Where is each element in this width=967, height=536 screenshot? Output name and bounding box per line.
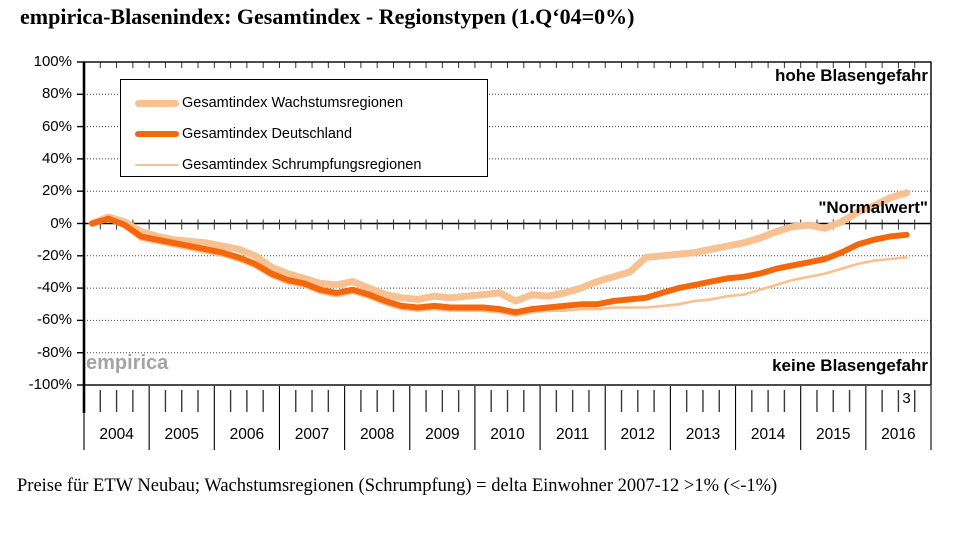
footnote: Preise für ETW Neubau; Wachstumsregionen… xyxy=(17,476,778,496)
y-axis-tick-label: 100% xyxy=(33,53,72,70)
x-axis-year-label: 2009 xyxy=(425,426,460,443)
legend-label: Gesamtindex Wachstumsregionen xyxy=(182,95,404,111)
legend-item-schrumpfungsregionen: Gesamtindex Schrumpfungsregionen xyxy=(135,155,421,175)
legend-line-swatch-deutschland xyxy=(135,131,179,137)
annotation-high-bubble-risk: hohe Blasengefahr xyxy=(774,66,928,85)
y-axis-tick-label: -20% xyxy=(36,246,72,264)
x-axis-year-label: 2010 xyxy=(490,426,525,443)
y-axis-tick-label: 80% xyxy=(41,85,72,103)
last-quarter-label: 3 xyxy=(902,390,911,407)
annotation-normal-value: "Normalwert" xyxy=(818,198,928,217)
y-axis-tick-label: -60% xyxy=(36,311,72,329)
y-axis-tick-label: 40% xyxy=(41,149,72,167)
legend-item-deutschland: Gesamtindex Deutschland xyxy=(135,124,352,144)
legend-line-swatch-wachstumsregionen xyxy=(135,99,179,107)
legend-label: Gesamtindex Deutschland xyxy=(182,126,353,142)
chart-title: empirica-Blasenindex: Gesamtindex - Regi… xyxy=(20,4,635,29)
legend-label: Gesamtindex Schrumpfungsregionen xyxy=(182,157,422,173)
legend-item-wachstumsregionen: Gesamtindex Wachstumsregionen xyxy=(135,93,403,113)
legend: Gesamtindex Wachstumsregionen Gesamtinde… xyxy=(120,79,488,177)
y-axis-tick-label: 20% xyxy=(41,182,72,200)
x-axis-year-label: 2006 xyxy=(229,426,265,443)
x-axis-year-label: 2011 xyxy=(555,426,590,443)
x-axis-year-label: 2015 xyxy=(816,426,851,443)
y-axis-tick-label: 60% xyxy=(41,117,72,135)
y-axis-tick-label: 0% xyxy=(50,214,72,232)
legend-line-swatch-schrumpfungsregionen xyxy=(135,163,179,167)
annotation-no-bubble-risk: keine Blasengefahr xyxy=(772,356,928,375)
x-axis-year-label: 2008 xyxy=(359,426,395,443)
x-axis-year-label: 2007 xyxy=(294,426,330,443)
x-axis-year-label: 2012 xyxy=(620,426,656,443)
x-axis-year-label: 2013 xyxy=(685,426,721,443)
x-axis-year-label: 2005 xyxy=(164,426,199,443)
y-axis-tick-label: -100% xyxy=(28,376,72,393)
x-axis-year-label: 2016 xyxy=(881,426,916,443)
y-axis-tick-label: -80% xyxy=(36,343,72,361)
empirica-watermark: empirica xyxy=(86,352,169,374)
x-axis-year-label: 2014 xyxy=(750,426,786,443)
x-axis-year-label: 2004 xyxy=(99,426,134,443)
y-axis-tick-label: -40% xyxy=(36,279,72,297)
